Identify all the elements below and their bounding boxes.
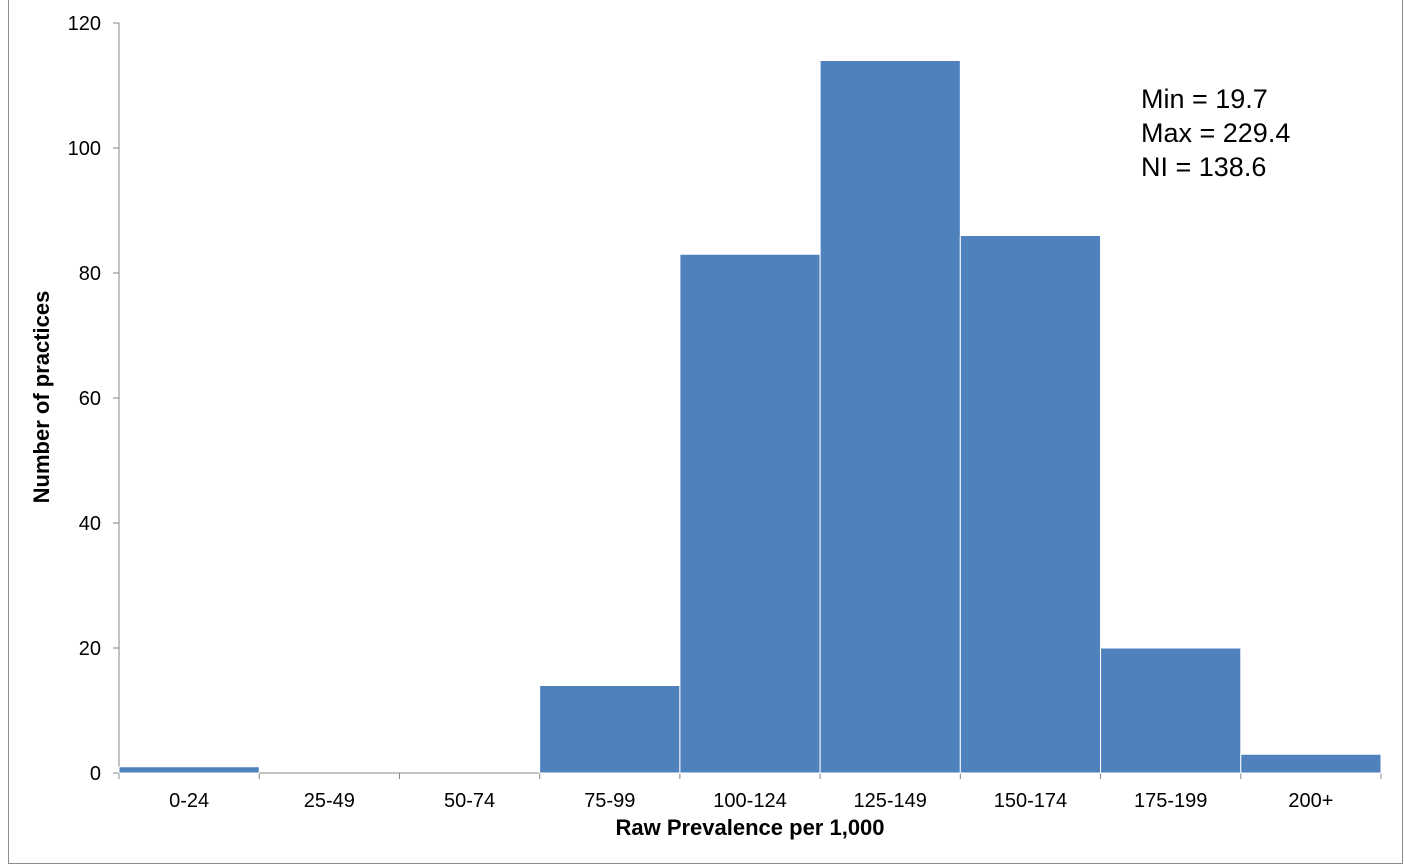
y-tick-label: 80 [79, 263, 101, 285]
x-tick-label: 100-124 [713, 790, 786, 812]
stats-ni: NI = 138.6 [1141, 152, 1267, 182]
y-tick-label: 60 [79, 388, 101, 410]
x-axis: 0-24 25-49 50-74 75-99 100-124 125-149 150-174… [118, 772, 1382, 812]
y-tick-label: 40 [79, 513, 101, 535]
stats-min: Min = 19.7 [1141, 84, 1268, 114]
bar-0-24 [118, 766, 260, 774]
x-tick-label: 200+ [1288, 790, 1333, 812]
y-axis: 0 20 40 60 80 100 120 [68, 13, 120, 785]
y-tick-label: 100 [68, 138, 101, 160]
stats-annotation: Min = 19.7 Max = 229.4 NI = 138.6 [1141, 82, 1290, 184]
bar-75-99 [539, 685, 681, 774]
y-axis-title: Number of practices [29, 291, 54, 504]
chart-frame [8, 0, 1403, 864]
x-tick-label: 25-49 [304, 790, 355, 812]
bar-175-199 [1100, 647, 1242, 774]
bars [118, 60, 1382, 774]
x-axis-title: Raw Prevalence per 1,000 [615, 815, 884, 840]
x-tick-label: 150-174 [994, 790, 1067, 812]
bar-100-124 [679, 253, 821, 774]
bar-125-149 [819, 60, 961, 774]
x-tick-label: 0-24 [169, 790, 209, 812]
x-tick-label: 50-74 [444, 790, 495, 812]
y-tick-label: 0 [90, 763, 101, 785]
y-tick-label: 20 [79, 638, 101, 660]
x-tick-label: 125-149 [854, 790, 927, 812]
bar-200+ [1240, 753, 1382, 774]
stats-max: Max = 229.4 [1141, 118, 1291, 148]
y-tick-label: 120 [68, 13, 101, 35]
x-tick-label: 75-99 [584, 790, 635, 812]
bar-150-174 [959, 235, 1102, 774]
x-tick-label: 175-199 [1134, 790, 1207, 812]
